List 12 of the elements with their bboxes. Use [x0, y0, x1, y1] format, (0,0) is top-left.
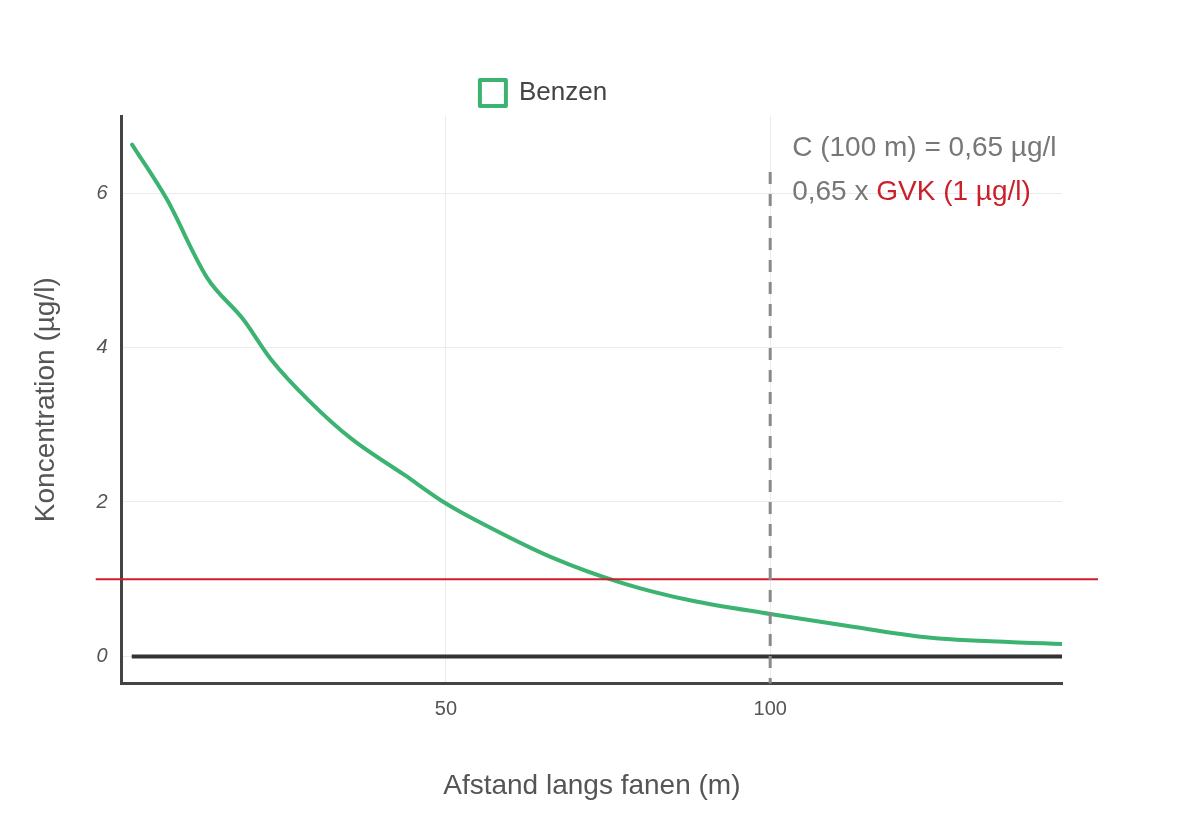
ref-line-label: GVK (1 µg/l)	[876, 175, 1031, 206]
y-tick-label: 0	[96, 643, 108, 666]
annotation: C (100 m) = 0,65 µg/l	[792, 131, 1057, 162]
y-tick-label: 2	[95, 489, 108, 512]
x-tick-label: 50	[434, 696, 458, 719]
x-axis-title: Afstand langs fanen (m)	[443, 768, 741, 800]
annotation: 0,65 x	[792, 175, 869, 206]
y-axis-title: Koncentration (µg/l)	[28, 277, 60, 523]
legend-label: Benzen	[518, 76, 608, 107]
x-tick-label: 100	[753, 696, 787, 719]
y-tick-label: 4	[96, 335, 108, 358]
y-tick-label: 6	[96, 180, 109, 203]
